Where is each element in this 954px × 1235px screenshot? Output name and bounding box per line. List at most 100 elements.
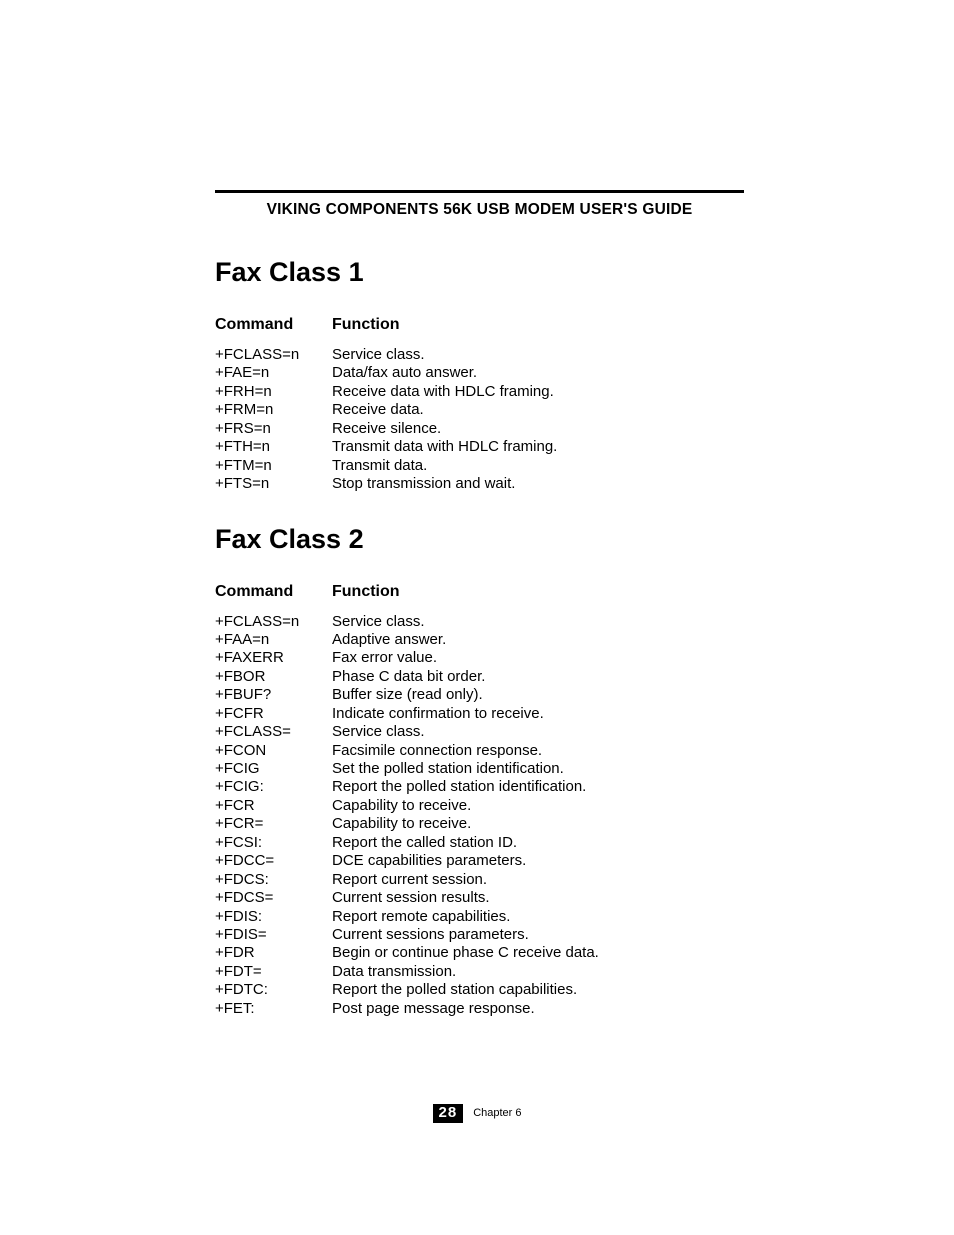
command-cell: +FDR bbox=[215, 944, 332, 962]
table-row: +FDT=Data transmission. bbox=[215, 963, 744, 981]
table-row: +FAXERRFax error value. bbox=[215, 649, 744, 667]
function-cell: Data transmission. bbox=[332, 963, 744, 981]
command-table: CommandFunction+FCLASS=nService class.+F… bbox=[215, 316, 744, 494]
command-cell: +FDIS= bbox=[215, 926, 332, 944]
table-row: +FDCC=DCE capabilities parameters. bbox=[215, 852, 744, 870]
column-header-function: Function bbox=[332, 583, 744, 601]
function-cell: Service class. bbox=[332, 723, 744, 741]
chapter-label: Chapter 6 bbox=[473, 1107, 521, 1119]
command-cell: +FBUF? bbox=[215, 686, 332, 704]
command-cell: +FTH=n bbox=[215, 438, 332, 456]
table-header-row: CommandFunction bbox=[215, 583, 744, 601]
function-cell: Phase C data bit order. bbox=[332, 668, 744, 686]
command-cell: +FTS=n bbox=[215, 475, 332, 493]
table-row: +FCSI:Report the called station ID. bbox=[215, 834, 744, 852]
section-title: Fax Class 2 bbox=[215, 524, 744, 555]
function-cell: Report the called station ID. bbox=[332, 834, 744, 852]
column-header-function: Function bbox=[332, 316, 744, 334]
table-row: +FCLASS=nService class. bbox=[215, 346, 744, 364]
function-cell: Transmit data with HDLC framing. bbox=[332, 438, 744, 456]
command-cell: +FRM=n bbox=[215, 401, 332, 419]
command-table: CommandFunction+FCLASS=nService class.+F… bbox=[215, 583, 744, 1019]
table-row: +FCR=Capability to receive. bbox=[215, 815, 744, 833]
command-cell: +FDTC: bbox=[215, 981, 332, 999]
table-row: +FAA=nAdaptive answer. bbox=[215, 631, 744, 649]
function-cell: Report the polled station identification… bbox=[332, 778, 744, 796]
table-row: +FBUF?Buffer size (read only). bbox=[215, 686, 744, 704]
function-cell: Set the polled station identification. bbox=[332, 760, 744, 778]
function-cell: Transmit data. bbox=[332, 457, 744, 475]
command-cell: +FDCS: bbox=[215, 871, 332, 889]
table-row: +FDCS=Current session results. bbox=[215, 889, 744, 907]
table-row: +FDCS:Report current session. bbox=[215, 871, 744, 889]
section-title: Fax Class 1 bbox=[215, 257, 744, 288]
function-cell: Service class. bbox=[332, 346, 744, 364]
command-cell: +FDIS: bbox=[215, 908, 332, 926]
function-cell: Current sessions parameters. bbox=[332, 926, 744, 944]
function-cell: Buffer size (read only). bbox=[332, 686, 744, 704]
table-row: +FDTC:Report the polled station capabili… bbox=[215, 981, 744, 999]
table-row: +FCIGSet the polled station identificati… bbox=[215, 760, 744, 778]
command-cell: +FAE=n bbox=[215, 364, 332, 382]
table-row: +FET:Post page message response. bbox=[215, 1000, 744, 1018]
table-row: +FCLASS=nService class. bbox=[215, 613, 744, 631]
document-header: VIKING COMPONENTS 56K USB MODEM USER'S G… bbox=[215, 201, 744, 219]
function-cell: Facsimile connection response. bbox=[332, 742, 744, 760]
header-rule bbox=[215, 190, 744, 193]
function-cell: Capability to receive. bbox=[332, 815, 744, 833]
function-cell: Adaptive answer. bbox=[332, 631, 744, 649]
command-cell: +FCR= bbox=[215, 815, 332, 833]
function-cell: Current session results. bbox=[332, 889, 744, 907]
table-row: +FBORPhase C data bit order. bbox=[215, 668, 744, 686]
function-cell: Receive data. bbox=[332, 401, 744, 419]
table-row: +FCLASS=Service class. bbox=[215, 723, 744, 741]
command-cell: +FRH=n bbox=[215, 383, 332, 401]
command-cell: +FCR bbox=[215, 797, 332, 815]
command-cell: +FCSI: bbox=[215, 834, 332, 852]
table-row: +FTH=nTransmit data with HDLC framing. bbox=[215, 438, 744, 456]
table-row: +FCONFacsimile connection response. bbox=[215, 742, 744, 760]
function-cell: Report current session. bbox=[332, 871, 744, 889]
table-row: +FRS=nReceive silence. bbox=[215, 420, 744, 438]
table-row: +FCIG:Report the polled station identifi… bbox=[215, 778, 744, 796]
command-cell: +FCON bbox=[215, 742, 332, 760]
command-cell: +FTM=n bbox=[215, 457, 332, 475]
function-cell: Indicate confirmation to receive. bbox=[332, 705, 744, 723]
function-cell: DCE capabilities parameters. bbox=[332, 852, 744, 870]
command-cell: +FCLASS=n bbox=[215, 613, 332, 631]
function-cell: Receive silence. bbox=[332, 420, 744, 438]
command-cell: +FET: bbox=[215, 1000, 332, 1018]
table-row: +FDRBegin or continue phase C receive da… bbox=[215, 944, 744, 962]
function-cell: Fax error value. bbox=[332, 649, 744, 667]
table-row: +FCFRIndicate confirmation to receive. bbox=[215, 705, 744, 723]
command-cell: +FAA=n bbox=[215, 631, 332, 649]
function-cell: Report the polled station capabilities. bbox=[332, 981, 744, 999]
table-row: +FDIS=Current sessions parameters. bbox=[215, 926, 744, 944]
function-cell: Service class. bbox=[332, 613, 744, 631]
command-cell: +FDCC= bbox=[215, 852, 332, 870]
table-header-row: CommandFunction bbox=[215, 316, 744, 334]
column-header-command: Command bbox=[215, 316, 332, 334]
command-cell: +FCFR bbox=[215, 705, 332, 723]
function-cell: Data/fax auto answer. bbox=[332, 364, 744, 382]
command-cell: +FDT= bbox=[215, 963, 332, 981]
command-cell: +FBOR bbox=[215, 668, 332, 686]
function-cell: Capability to receive. bbox=[332, 797, 744, 815]
table-row: +FTS=nStop transmission and wait. bbox=[215, 475, 744, 493]
table-row: +FTM=nTransmit data. bbox=[215, 457, 744, 475]
page-footer: 28 Chapter 6 bbox=[0, 1104, 954, 1124]
column-header-command: Command bbox=[215, 583, 332, 601]
page-number: 28 bbox=[433, 1104, 464, 1124]
function-cell: Report remote capabilities. bbox=[332, 908, 744, 926]
command-cell: +FCLASS= bbox=[215, 723, 332, 741]
command-cell: +FAXERR bbox=[215, 649, 332, 667]
command-cell: +FRS=n bbox=[215, 420, 332, 438]
table-row: +FCRCapability to receive. bbox=[215, 797, 744, 815]
command-cell: +FCLASS=n bbox=[215, 346, 332, 364]
function-cell: Post page message response. bbox=[332, 1000, 744, 1018]
command-cell: +FCIG bbox=[215, 760, 332, 778]
command-cell: +FDCS= bbox=[215, 889, 332, 907]
table-row: +FDIS:Report remote capabilities. bbox=[215, 908, 744, 926]
function-cell: Begin or continue phase C receive data. bbox=[332, 944, 744, 962]
function-cell: Stop transmission and wait. bbox=[332, 475, 744, 493]
